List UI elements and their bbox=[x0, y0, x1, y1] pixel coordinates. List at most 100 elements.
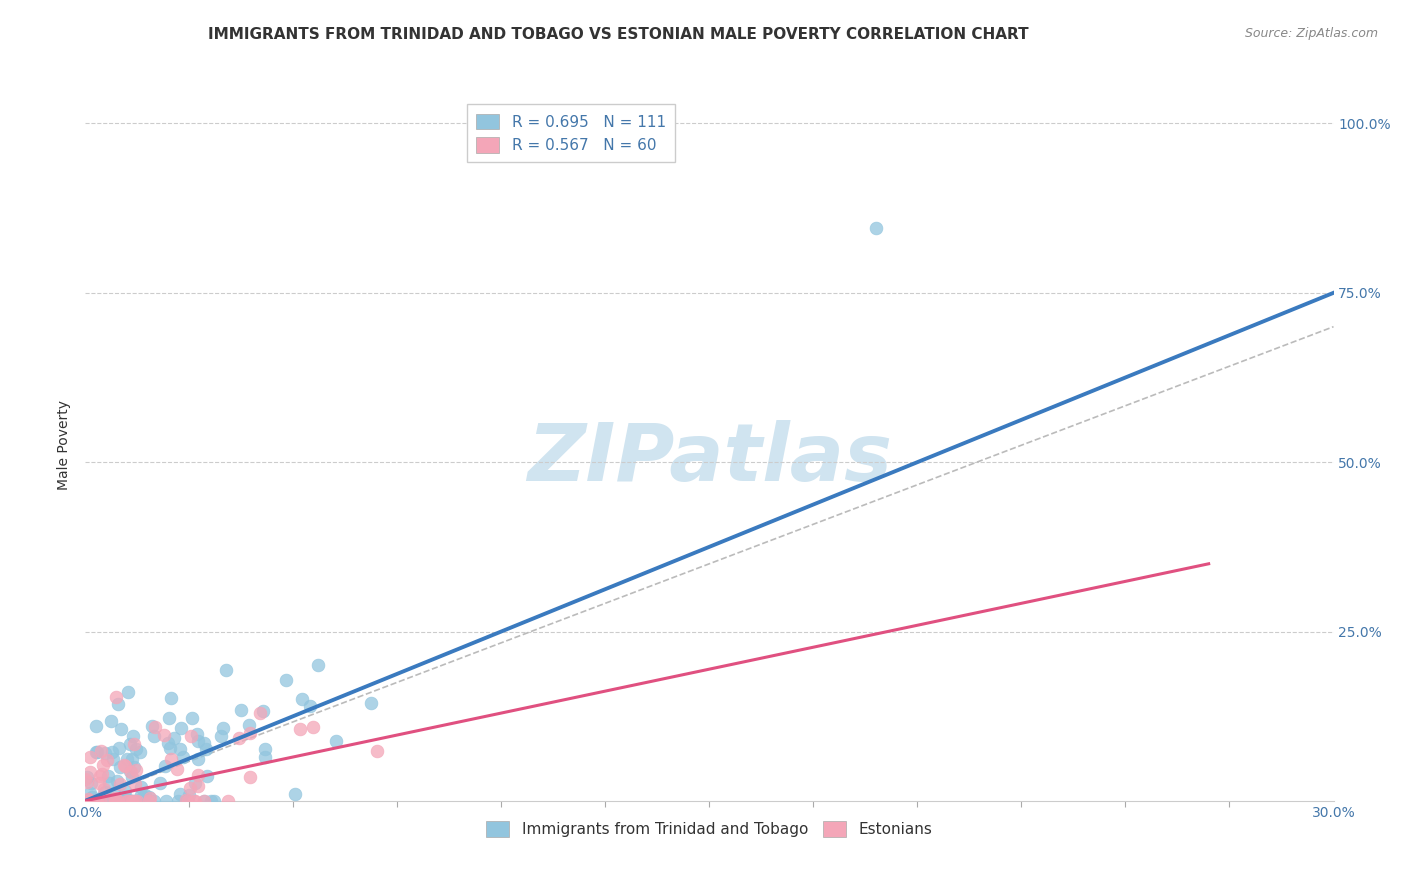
Point bbox=[110, 722, 132, 736]
Legend: Immigrants from Trinidad and Tobago, Estonians: Immigrants from Trinidad and Tobago, Est… bbox=[481, 814, 938, 843]
Point bbox=[166, 794, 188, 808]
Point bbox=[91, 790, 114, 805]
Point bbox=[166, 763, 188, 777]
Point bbox=[291, 692, 314, 706]
Point bbox=[366, 744, 388, 758]
Point bbox=[107, 794, 129, 808]
Point bbox=[155, 759, 177, 773]
Point bbox=[183, 794, 205, 808]
Point bbox=[117, 685, 139, 699]
Point bbox=[129, 794, 152, 808]
Point bbox=[176, 794, 198, 808]
Point bbox=[254, 742, 277, 756]
Point bbox=[93, 785, 115, 799]
Point bbox=[138, 791, 160, 805]
Point bbox=[181, 711, 204, 725]
Point bbox=[360, 696, 382, 710]
Point bbox=[112, 758, 135, 772]
Point bbox=[80, 794, 103, 808]
Point bbox=[122, 760, 145, 774]
Point bbox=[108, 741, 131, 756]
Point bbox=[80, 794, 103, 808]
Point bbox=[114, 794, 136, 808]
Point bbox=[124, 794, 146, 808]
Point bbox=[115, 794, 138, 808]
Point bbox=[129, 788, 152, 802]
Point bbox=[110, 777, 132, 791]
Point bbox=[141, 718, 163, 732]
Point bbox=[117, 794, 139, 808]
Point bbox=[200, 794, 222, 808]
Point bbox=[89, 769, 111, 783]
Point bbox=[239, 770, 262, 784]
Point bbox=[209, 729, 232, 743]
Point bbox=[127, 794, 149, 808]
Point bbox=[115, 794, 138, 808]
Point bbox=[193, 736, 215, 750]
Point bbox=[217, 794, 239, 808]
Point bbox=[187, 752, 209, 766]
Point bbox=[101, 752, 124, 766]
Point bbox=[84, 794, 107, 808]
Point bbox=[77, 794, 100, 808]
Point bbox=[138, 790, 160, 805]
Point bbox=[100, 714, 122, 728]
Point bbox=[98, 794, 121, 808]
Point bbox=[120, 794, 142, 808]
Point bbox=[180, 729, 202, 743]
Point bbox=[193, 794, 215, 808]
Point bbox=[79, 776, 101, 790]
Point bbox=[129, 745, 152, 759]
Point bbox=[115, 752, 138, 766]
Point bbox=[75, 794, 97, 808]
Text: ZIPatlas: ZIPatlas bbox=[527, 420, 891, 499]
Point bbox=[75, 794, 97, 808]
Point bbox=[157, 711, 180, 725]
Point bbox=[84, 745, 107, 759]
Point bbox=[87, 794, 110, 808]
Point bbox=[76, 774, 98, 789]
Point bbox=[77, 794, 100, 808]
Point bbox=[89, 776, 111, 790]
Point bbox=[86, 794, 108, 808]
Point bbox=[155, 794, 177, 808]
Point bbox=[134, 788, 156, 802]
Point bbox=[83, 794, 105, 808]
Point bbox=[98, 776, 121, 790]
Point bbox=[238, 718, 260, 732]
Point bbox=[179, 781, 201, 796]
Point bbox=[127, 794, 149, 808]
Point bbox=[186, 727, 208, 741]
Point bbox=[121, 752, 143, 766]
Point bbox=[215, 663, 238, 677]
Point bbox=[125, 794, 148, 808]
Point bbox=[231, 703, 253, 717]
Point bbox=[114, 783, 136, 797]
Point bbox=[101, 794, 124, 808]
Point bbox=[84, 719, 107, 733]
Point bbox=[301, 720, 323, 734]
Point bbox=[105, 690, 128, 704]
Point bbox=[177, 794, 200, 808]
Point bbox=[176, 794, 198, 808]
Point bbox=[79, 764, 101, 779]
Point bbox=[118, 738, 141, 752]
Point bbox=[94, 746, 117, 760]
Point bbox=[193, 794, 215, 808]
Point bbox=[105, 773, 128, 788]
Point bbox=[91, 794, 114, 808]
Point bbox=[121, 770, 143, 784]
Point bbox=[177, 788, 200, 802]
Point bbox=[79, 785, 101, 799]
Point bbox=[80, 794, 103, 808]
Point bbox=[96, 753, 118, 767]
Point bbox=[325, 733, 347, 747]
Point bbox=[86, 745, 108, 759]
Point bbox=[132, 790, 155, 805]
Point bbox=[252, 705, 274, 719]
Point bbox=[156, 736, 179, 750]
Point bbox=[108, 760, 131, 774]
Point bbox=[114, 759, 136, 773]
Point bbox=[121, 794, 143, 808]
Point bbox=[90, 766, 112, 780]
